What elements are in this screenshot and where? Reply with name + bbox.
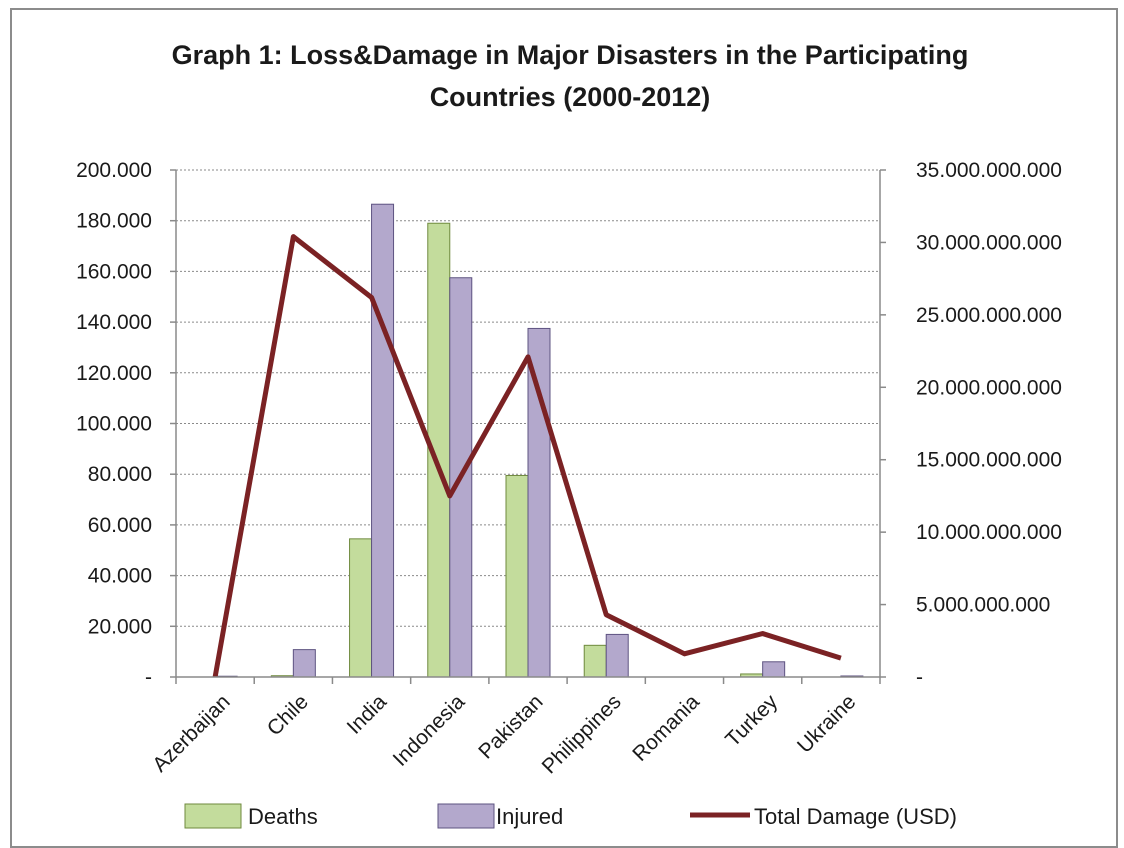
chart-title-line-2: Countries (2000-2012) — [430, 82, 711, 112]
bar-injured-turkey — [763, 662, 785, 677]
category-label-indonesia: Indonesia — [389, 690, 470, 771]
left-tick-label: 40.000 — [88, 565, 152, 588]
bar-deaths-pakistan — [506, 475, 528, 677]
right-tick-label: 15.000.000.000 — [916, 449, 1062, 472]
legend-item-injured: Injured — [438, 804, 563, 829]
left-tick-label: 80.000 — [88, 463, 152, 486]
left-tick-label: 160.000 — [76, 260, 152, 283]
left-tick-label: - — [145, 666, 152, 689]
left-tick-label: 60.000 — [88, 514, 152, 537]
bar-injured-india — [372, 204, 394, 677]
legend-label-deaths: Deaths — [248, 804, 318, 829]
legend-label-injured: Injured — [496, 804, 563, 829]
left-tick-label: 180.000 — [76, 210, 152, 233]
bar-deaths-india — [350, 539, 372, 677]
left-tick-label: 20.000 — [88, 615, 152, 638]
bar-deaths-philippines — [584, 645, 606, 677]
category-label-ukraine: Ukraine — [793, 690, 860, 757]
right-tick-label: 5.000.000.000 — [916, 594, 1050, 617]
right-tick-label: 25.000.000.000 — [916, 304, 1062, 327]
legend-swatch-deaths — [185, 804, 241, 828]
right-tick-label: 10.000.000.000 — [916, 521, 1062, 544]
legend-item-deaths: Deaths — [185, 804, 318, 829]
legend-label-total-damage: Total Damage (USD) — [754, 804, 957, 829]
right-tick-label: 20.000.000.000 — [916, 376, 1062, 399]
category-label-turkey: Turkey — [721, 690, 782, 751]
category-label-philippines: Philippines — [538, 690, 626, 778]
category-label-chile: Chile — [263, 690, 313, 740]
right-tick-label: 30.000.000.000 — [916, 231, 1062, 254]
bar-injured-pakistan — [528, 328, 550, 677]
legend-item-total-damage: Total Damage (USD) — [690, 804, 957, 829]
left-axis-ticks: - 20.000 40.000 60.000 80.000 100.000 120.000 1… — [76, 159, 176, 689]
bar-injured-philippines — [606, 634, 628, 677]
category-label-pakistan: Pakistan — [474, 690, 547, 763]
category-label-india: India — [343, 690, 392, 739]
right-axis-ticks: - 5.000.000.000 10.000.000.000 15.000.000.0… — [880, 159, 1062, 689]
right-tick-label: - — [916, 666, 923, 689]
category-label-azerbaijan: Azerbaijan — [148, 690, 234, 776]
category-label-romania: Romania — [628, 690, 704, 766]
legend-swatch-injured — [438, 804, 494, 828]
left-tick-label: 200.000 — [76, 159, 152, 182]
bar-injured-chile — [293, 650, 315, 677]
left-tick-label: 100.000 — [76, 413, 152, 436]
bars — [215, 204, 863, 677]
left-tick-label: 120.000 — [76, 362, 152, 385]
left-tick-label: 140.000 — [76, 311, 152, 334]
right-tick-label: 35.000.000.000 — [916, 159, 1062, 182]
chart-title: Graph 1: Loss&Damage in Major Disasters … — [172, 40, 969, 70]
legend: Deaths Injured Total Damage (USD) — [185, 804, 957, 829]
